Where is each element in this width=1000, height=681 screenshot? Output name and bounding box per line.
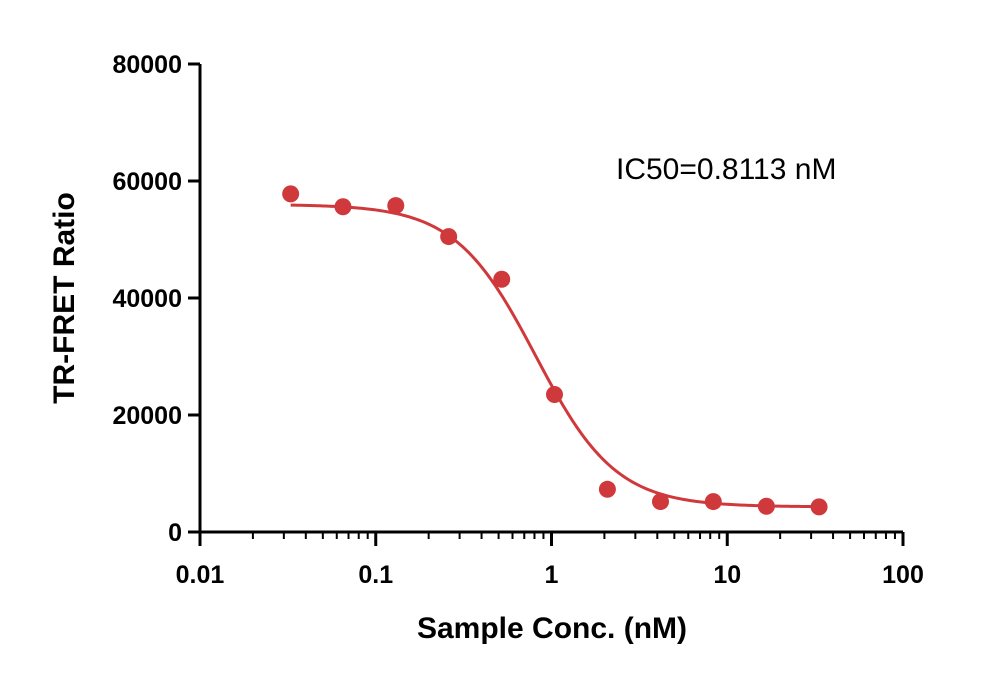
y-tick-label: 40000 (112, 285, 182, 313)
x-tick-label: 0.1 (358, 561, 393, 589)
data-point (810, 498, 828, 516)
fit-layer (290, 203, 820, 509)
ic50-annotation: IC50=0.8113 nM (616, 153, 836, 186)
fit-curve (290, 203, 820, 509)
data-point (757, 497, 775, 515)
points-layer (282, 185, 828, 516)
x-axis-title: Sample Conc. (nM) (417, 612, 687, 645)
data-point (545, 386, 563, 404)
y-tick-label: 0 (168, 519, 182, 547)
y-tick-label: 60000 (112, 168, 182, 196)
y-tick-label: 80000 (112, 51, 182, 79)
data-point (704, 493, 722, 511)
x-tick-label: 1 (545, 561, 559, 589)
data-point (440, 228, 458, 246)
data-point (651, 493, 669, 511)
y-axis-title: TR-FRET Ratio (48, 192, 81, 404)
data-point (387, 197, 405, 215)
x-tick-label: 100 (882, 561, 924, 589)
x-tick-label: 10 (713, 561, 741, 589)
data-point (493, 270, 511, 288)
x-tick-label: 0.01 (176, 561, 225, 589)
axes: 0 20000 40000 60000 80000 0.01 0.1 1 10 100 (112, 51, 923, 589)
data-point (282, 185, 300, 203)
data-point (598, 480, 616, 498)
y-tick-label: 20000 (112, 402, 182, 430)
data-point (334, 198, 352, 216)
